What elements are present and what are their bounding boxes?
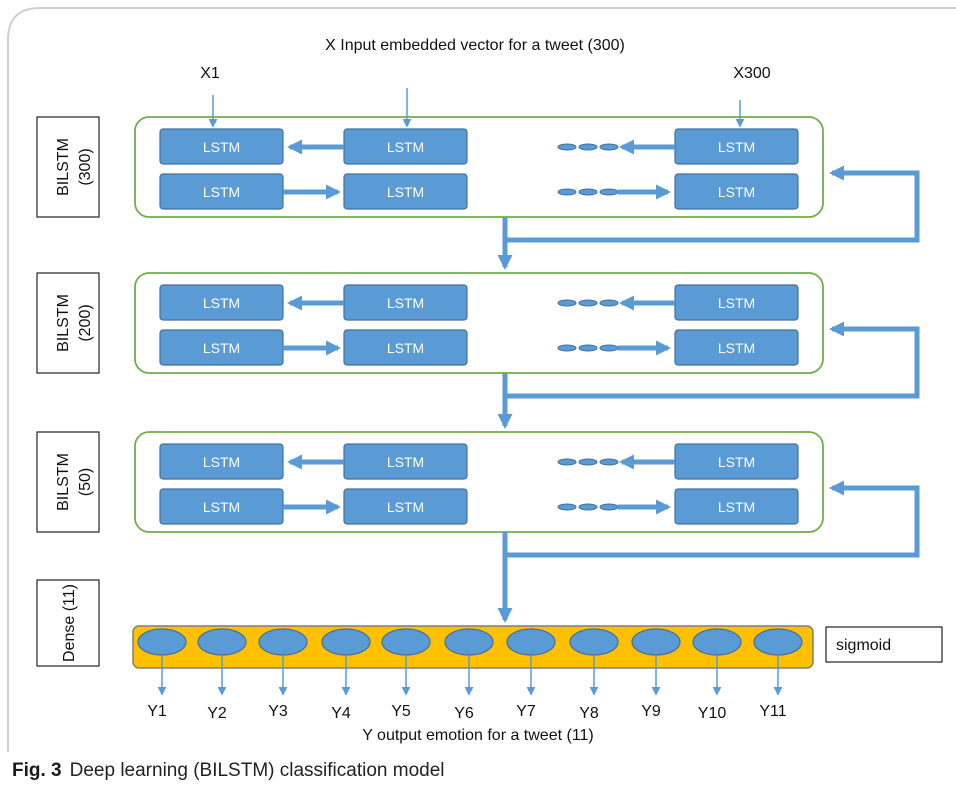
layer-name-label: BILSTM	[55, 294, 72, 352]
dense-node	[322, 629, 370, 655]
lstm-cell-label: LSTM	[718, 295, 755, 311]
lstm-cell-label: LSTM	[203, 139, 240, 155]
figure-caption: Fig. 3 Deep learning (BILSTM) classificat…	[12, 760, 445, 782]
input-x300-label: X300	[733, 65, 770, 82]
output-title: Y output emotion for a tweet (11)	[362, 727, 594, 744]
output-label: Y6	[454, 705, 474, 722]
ellipsis-dot	[600, 459, 618, 465]
dense-node	[507, 629, 555, 655]
ellipsis-dot	[600, 345, 618, 351]
ellipsis-dot	[558, 189, 576, 195]
output-label: Y5	[391, 703, 411, 720]
dense-node	[259, 629, 307, 655]
output-label: Y10	[698, 705, 727, 722]
ellipsis-dot	[600, 300, 618, 306]
ellipsis-dot	[579, 459, 597, 465]
caption-figure-number: Fig. 3	[12, 760, 62, 781]
bilstm-layer-2: BILSTM (200) LSTM LSTM LSTM LSTM LSTM LSTM	[37, 273, 917, 426]
lstm-cell-label: LSTM	[387, 295, 424, 311]
layer-size-label: (50)	[77, 468, 94, 496]
ellipsis-dot	[600, 144, 618, 150]
output-label: Y7	[516, 703, 536, 720]
lstm-cell-label: LSTM	[203, 340, 240, 356]
lstm-cell-label: LSTM	[718, 340, 755, 356]
dense-node	[198, 629, 246, 655]
ellipsis-dot	[558, 300, 576, 306]
dense-node	[632, 629, 680, 655]
dense-node	[382, 629, 430, 655]
lstm-cell-label: LSTM	[718, 499, 755, 515]
lstm-cell-label: LSTM	[203, 295, 240, 311]
output-label: Y11	[759, 703, 786, 720]
lstm-cell-label: LSTM	[718, 454, 755, 470]
ellipsis-dot	[579, 300, 597, 306]
input-title: X Input embedded vector for a tweet (300…	[325, 37, 625, 54]
activation-label: sigmoid	[836, 637, 891, 654]
figure-frame	[8, 8, 956, 40]
dense-node	[445, 629, 493, 655]
ellipsis-dot	[600, 504, 618, 510]
ellipsis-dot	[579, 345, 597, 351]
dense-nodes	[138, 629, 802, 655]
ellipsis-dot	[558, 504, 576, 510]
lstm-cell-label: LSTM	[718, 184, 755, 200]
input-x1-label: X1	[200, 65, 220, 82]
lstm-cell-label: LSTM	[387, 139, 424, 155]
lstm-cell-label: LSTM	[203, 499, 240, 515]
dense-label: Dense (11)	[61, 584, 78, 662]
lstm-cell-label: LSTM	[387, 454, 424, 470]
ellipsis-dot	[579, 144, 597, 150]
bilstm-layer-3: BILSTM (50) LSTM LSTM LSTM LSTM LSTM LSTM	[37, 432, 917, 620]
ellipsis-dot	[600, 189, 618, 195]
output-label: Y2	[207, 705, 227, 722]
ellipsis-dot	[558, 144, 576, 150]
dense-node	[138, 629, 186, 655]
layer-size-label: (200)	[77, 304, 94, 341]
lstm-cell-label: LSTM	[203, 454, 240, 470]
output-label: Y8	[579, 705, 599, 722]
dense-node	[693, 629, 741, 655]
output-label: Y4	[331, 705, 351, 722]
ellipsis-dot	[579, 189, 597, 195]
lstm-cell-label: LSTM	[718, 139, 755, 155]
lstm-cell-label: LSTM	[203, 184, 240, 200]
output-label: Y1	[147, 703, 167, 720]
ellipsis-dot	[558, 345, 576, 351]
bilstm-layer-1: BILSTM (300) LSTM LSTM LSTM LSTM LSTM LSTM	[37, 117, 917, 267]
lstm-cell-label: LSTM	[387, 184, 424, 200]
layer-name-label: BILSTM	[55, 453, 72, 511]
lstm-cell-label: LSTM	[387, 499, 424, 515]
output-label: Y9	[641, 703, 661, 720]
dense-node	[570, 629, 618, 655]
layer-name-label: BILSTM	[55, 138, 72, 196]
lstm-cell-label: LSTM	[387, 340, 424, 356]
caption-text: Deep learning (BILSTM) classification mo…	[70, 760, 445, 781]
output-label: Y3	[268, 703, 288, 720]
ellipsis-dot	[558, 459, 576, 465]
dense-node	[754, 629, 802, 655]
layer-size-label: (300)	[77, 148, 94, 185]
ellipsis-dot	[579, 504, 597, 510]
